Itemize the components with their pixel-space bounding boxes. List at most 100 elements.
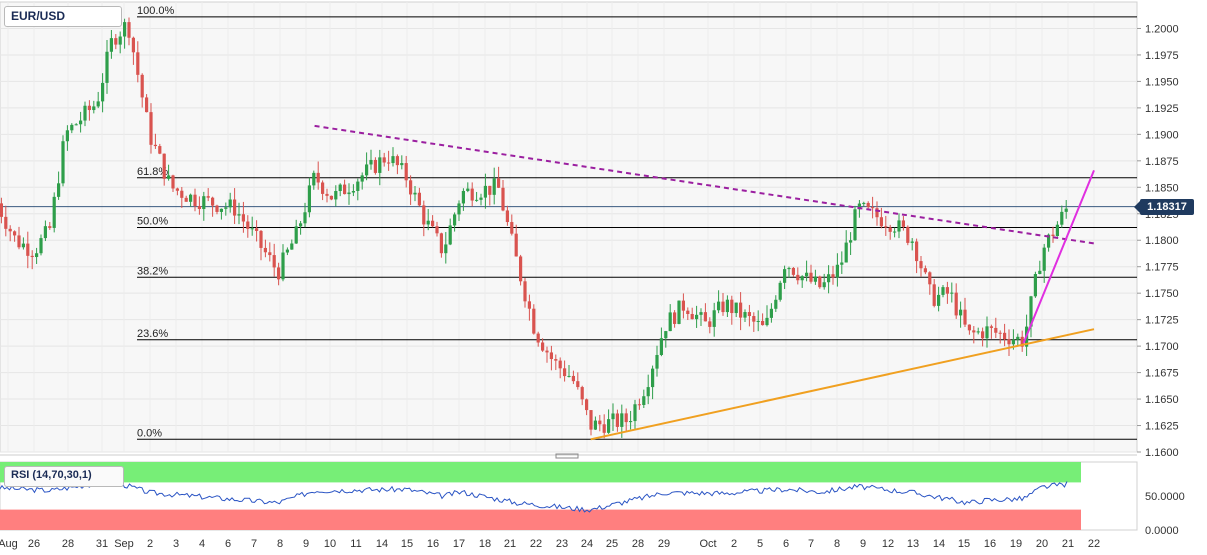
candle-body (703, 312, 707, 322)
candle-body (919, 261, 923, 269)
candle-body (769, 308, 773, 318)
candle-body (26, 243, 30, 256)
candle-body (897, 220, 901, 232)
candle-body (87, 105, 91, 111)
candle-body (1038, 270, 1042, 275)
candle-body (268, 252, 272, 256)
candle-body (659, 338, 663, 355)
candle-body (255, 228, 259, 231)
candle-body (470, 188, 474, 201)
candle-body (52, 196, 56, 228)
candle-body (813, 276, 817, 282)
candle-body (686, 310, 690, 314)
candle-body (532, 308, 536, 334)
candle-body (739, 302, 743, 318)
time-tick-label: 16 (984, 538, 996, 550)
channel-trendline (1022, 169, 1095, 344)
time-tick-label: 24 (581, 538, 593, 550)
candle-body (448, 225, 452, 245)
candle-body (162, 153, 166, 179)
candle-body (114, 38, 118, 45)
candle-body (888, 227, 892, 232)
candle-body (778, 282, 782, 300)
candle-body (118, 36, 122, 45)
candle-body (712, 310, 716, 327)
candle-body (967, 324, 971, 331)
time-tick-label: 28 (632, 538, 644, 550)
candle-body (123, 22, 127, 37)
fib-level-label: 61.8% (137, 166, 168, 178)
time-tick-label: 14 (376, 538, 388, 550)
time-tick-label: 4 (199, 538, 205, 550)
candle-body (646, 387, 650, 397)
time-tick-label: Aug (0, 538, 18, 550)
candle-body (250, 228, 254, 230)
time-tick-label: 28 (62, 538, 74, 550)
candle-body (422, 205, 426, 225)
candle-body (153, 144, 157, 147)
time-tick-label: 23 (556, 538, 568, 550)
candle-body (822, 282, 826, 288)
candle-body (862, 202, 866, 204)
price-tick-label: 1.1900 (1145, 129, 1179, 141)
candle-body (246, 221, 250, 229)
candle-body (989, 326, 993, 328)
candle-body (1064, 208, 1068, 212)
price-plot-area (0, 1, 1138, 453)
price-tick-label: 1.1650 (1145, 394, 1179, 406)
candle-body (149, 112, 153, 145)
time-tick-label: 22 (530, 538, 542, 550)
time-tick-label: 21 (504, 538, 516, 550)
price-tick-label: 1.1600 (1145, 447, 1179, 459)
candle-body (92, 106, 96, 111)
candle-body (906, 226, 910, 243)
candle-body (554, 359, 558, 361)
candle-body (479, 197, 483, 200)
time-tick-label: Sep (114, 538, 134, 550)
rsi-oversold-zone (0, 509, 1081, 530)
candle-body (426, 220, 430, 225)
candle-body (83, 105, 87, 121)
candle-body (334, 191, 338, 200)
candle-body (171, 175, 175, 189)
candle-body (382, 157, 386, 163)
pane-resize-handle (555, 453, 579, 459)
time-tick-label: 17 (453, 538, 465, 550)
candle-body (827, 274, 831, 283)
candle-body (488, 185, 492, 195)
candle-body (224, 207, 228, 209)
candle-body (338, 184, 342, 192)
candle-body (307, 185, 311, 213)
candle-body (140, 74, 144, 98)
candle-body (585, 399, 589, 411)
candle-body (831, 274, 835, 278)
candle-body (444, 244, 448, 254)
candle-body (219, 208, 223, 212)
candle-body (321, 182, 325, 194)
candle-body (316, 172, 320, 183)
candle-body (954, 292, 958, 316)
candle-body (35, 253, 39, 258)
candle-body (853, 209, 857, 241)
candle-body (567, 375, 571, 377)
candle-body (783, 269, 787, 283)
candle-body (1055, 224, 1059, 237)
candle-body (708, 321, 712, 327)
time-tick-label: 5 (757, 538, 763, 550)
candle-body (637, 404, 641, 406)
time-tick-label: 9 (860, 538, 866, 550)
candle-body (717, 301, 721, 311)
price-tick-label: 1.1975 (1145, 50, 1179, 62)
candle-body (343, 184, 347, 195)
current-price-badge: 1.18317 (1134, 199, 1194, 215)
candle-body (417, 192, 421, 206)
candle-body (558, 360, 562, 369)
candle-body (409, 180, 413, 195)
candle-body (131, 37, 135, 53)
candle-body (791, 267, 795, 275)
candle-body (475, 199, 479, 201)
rsi-tick-label: 0.0000 (1145, 525, 1179, 537)
candle-body (378, 157, 382, 173)
candle-body (677, 300, 681, 324)
price-tick-label: 1.1875 (1145, 156, 1179, 168)
